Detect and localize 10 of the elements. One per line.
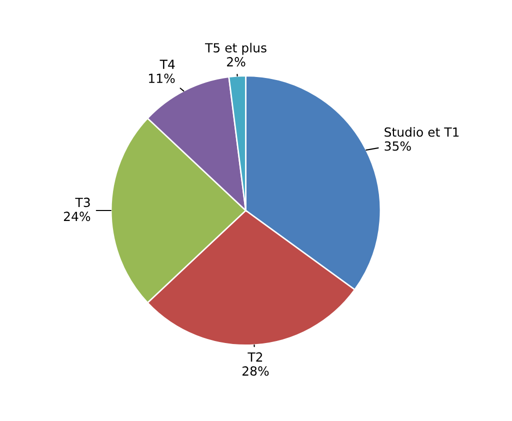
data-label: 35%	[384, 141, 411, 151]
slice-label: T4	[160, 60, 175, 69]
slice-label: Studio et T1	[384, 127, 459, 137]
slice-label: T2	[248, 352, 262, 362]
data-label: 2%	[227, 57, 246, 67]
data-label: 28%	[242, 366, 269, 376]
data-label: 11%	[149, 74, 175, 84]
slice-label: T5 et plus	[205, 42, 266, 55]
data-label: 24%	[64, 212, 90, 222]
slice-label: T3	[75, 198, 90, 208]
